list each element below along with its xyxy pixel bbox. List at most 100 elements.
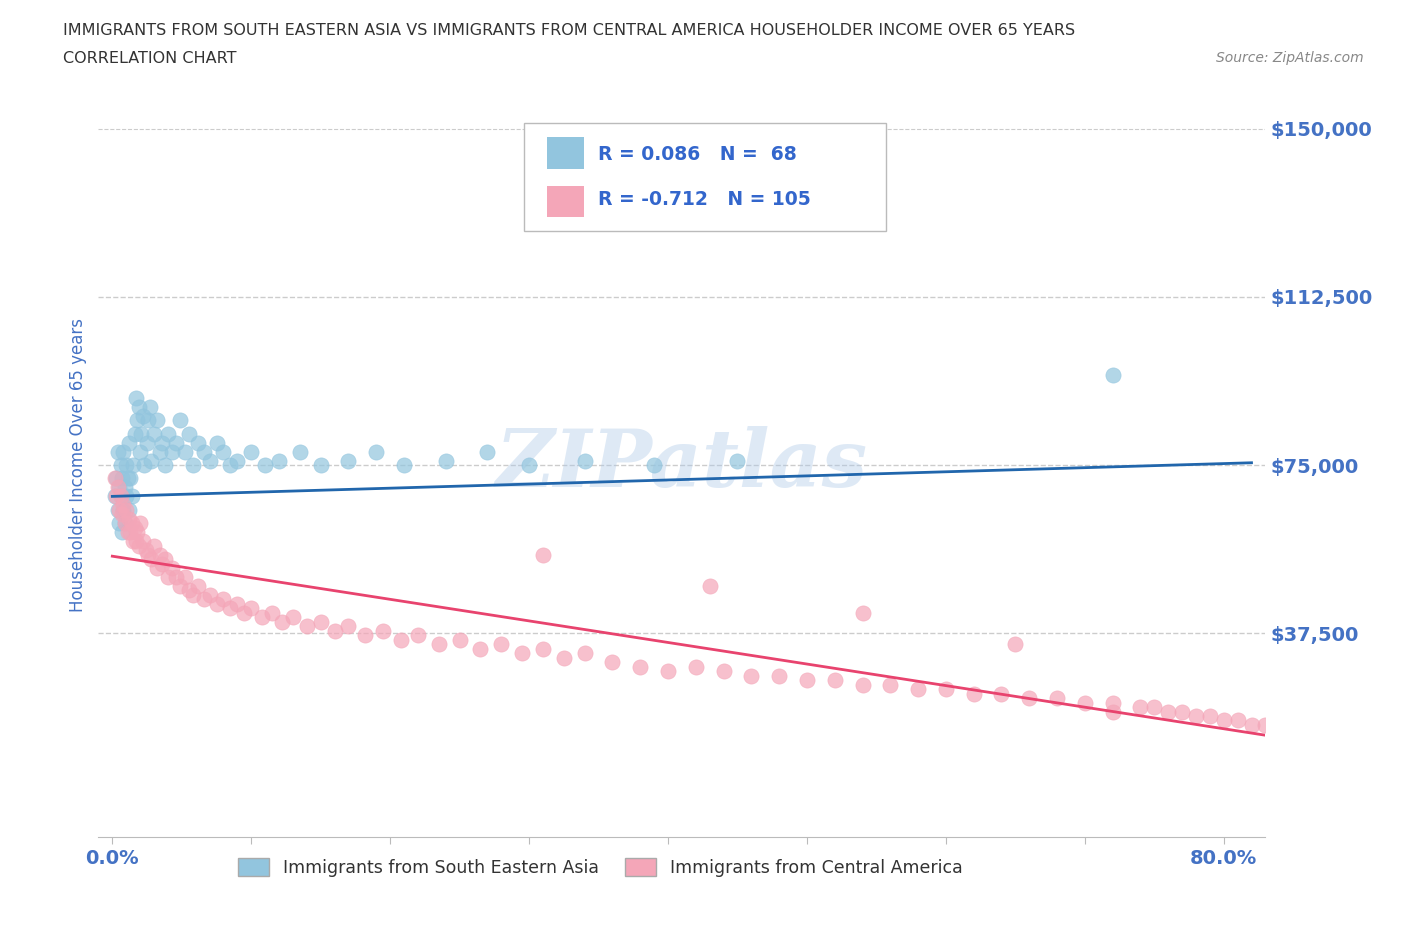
Point xyxy=(1018,691,1040,706)
Point xyxy=(187,578,209,593)
Point xyxy=(1282,722,1305,737)
Point xyxy=(139,399,162,414)
Point xyxy=(141,453,163,468)
Point xyxy=(132,534,155,549)
Point xyxy=(121,489,143,504)
Point xyxy=(110,489,132,504)
Point xyxy=(354,628,377,643)
Point xyxy=(129,516,152,531)
Point xyxy=(153,458,176,472)
Point xyxy=(219,601,242,616)
Point xyxy=(118,512,141,526)
Point xyxy=(117,525,139,539)
Point xyxy=(121,516,143,531)
Point xyxy=(427,637,450,652)
Point xyxy=(148,547,170,562)
Point xyxy=(108,502,131,517)
Point xyxy=(1351,736,1374,751)
Point xyxy=(128,399,150,414)
Text: ZIPatlas: ZIPatlas xyxy=(496,426,868,504)
Point xyxy=(477,445,499,459)
Point xyxy=(125,391,148,405)
Point xyxy=(125,534,148,549)
Point xyxy=(143,538,166,553)
Point xyxy=(740,669,762,684)
Point xyxy=(108,516,131,531)
Point xyxy=(449,632,471,647)
Point xyxy=(177,583,200,598)
Point xyxy=(118,435,141,450)
Point xyxy=(1310,726,1333,741)
Text: R = 0.086   N =  68: R = 0.086 N = 68 xyxy=(598,145,797,164)
Point xyxy=(373,623,395,638)
Point xyxy=(962,686,984,701)
Point xyxy=(105,489,128,504)
Point xyxy=(1198,709,1220,724)
Point xyxy=(935,682,957,697)
Point xyxy=(146,413,169,428)
Point xyxy=(153,551,176,566)
Point xyxy=(110,458,132,472)
Point xyxy=(135,543,157,558)
Point xyxy=(553,650,575,665)
Point xyxy=(105,471,128,485)
Y-axis label: Householder Income Over 65 years: Householder Income Over 65 years xyxy=(69,318,87,612)
Point xyxy=(173,445,195,459)
Point xyxy=(112,445,135,459)
Point xyxy=(212,592,235,607)
Point xyxy=(574,645,596,660)
Point xyxy=(150,435,173,450)
Point xyxy=(252,610,274,625)
Point xyxy=(156,569,179,584)
Point xyxy=(517,458,540,472)
Point xyxy=(104,489,127,504)
Point xyxy=(187,435,209,450)
Point xyxy=(114,516,136,531)
FancyBboxPatch shape xyxy=(547,138,583,168)
Point xyxy=(574,453,596,468)
Point xyxy=(628,659,651,674)
Point xyxy=(138,413,160,428)
Point xyxy=(1323,731,1346,746)
Point xyxy=(141,551,163,566)
Point xyxy=(122,534,145,549)
Point xyxy=(1004,637,1026,652)
Point xyxy=(1074,695,1097,710)
Point xyxy=(1101,368,1123,383)
Text: R = -0.712   N = 105: R = -0.712 N = 105 xyxy=(598,191,811,209)
Point xyxy=(107,445,129,459)
FancyBboxPatch shape xyxy=(524,123,886,231)
Point xyxy=(115,458,138,472)
Point xyxy=(120,471,142,485)
Point xyxy=(205,596,228,611)
Point xyxy=(124,426,146,441)
Point xyxy=(254,458,277,472)
Point xyxy=(219,458,242,472)
Point xyxy=(434,453,457,468)
Point xyxy=(1337,731,1360,746)
Point xyxy=(110,489,132,504)
Point xyxy=(309,458,332,472)
Point xyxy=(122,458,145,472)
Point xyxy=(851,677,873,692)
Point xyxy=(165,435,187,450)
Point xyxy=(262,605,284,620)
Point xyxy=(713,664,735,679)
Point xyxy=(143,426,166,441)
Point xyxy=(531,642,554,657)
Point xyxy=(112,502,135,517)
Point xyxy=(1101,695,1123,710)
Point xyxy=(128,538,150,553)
Text: IMMIGRANTS FROM SOUTH EASTERN ASIA VS IMMIGRANTS FROM CENTRAL AMERICA HOUSEHOLDE: IMMIGRANTS FROM SOUTH EASTERN ASIA VS IM… xyxy=(63,23,1076,38)
Point xyxy=(181,588,204,603)
Point xyxy=(114,480,136,495)
Point xyxy=(240,445,263,459)
Point xyxy=(111,525,134,539)
Point xyxy=(1143,699,1166,714)
Point xyxy=(267,453,290,468)
Point xyxy=(657,664,679,679)
Point xyxy=(193,592,215,607)
Point xyxy=(212,445,235,459)
Point xyxy=(107,480,129,495)
Point xyxy=(131,426,153,441)
